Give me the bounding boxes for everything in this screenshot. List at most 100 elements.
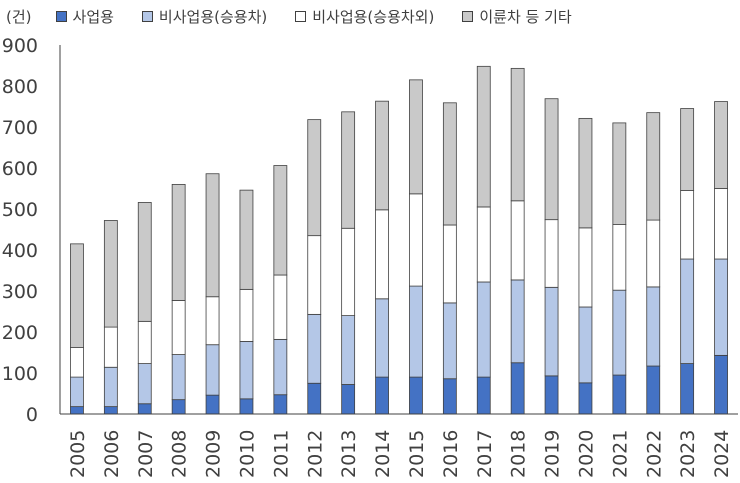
legend-label-nonbusiness-other: 비사업용(승용차외) — [312, 8, 435, 26]
bar-segment-2009-s3 — [205, 173, 220, 298]
legend-swatch-business — [55, 11, 67, 22]
bar-segment-2007-s2 — [137, 320, 152, 364]
legend-swatch-nonbusiness-other — [295, 11, 307, 22]
legend-label-nonbusiness-car: 비사업용(승용차) — [158, 8, 268, 26]
bar-segment-2023-s2 — [680, 190, 695, 260]
x-tick-label: 2012 — [304, 430, 326, 478]
bar-segment-2023-s1 — [680, 258, 695, 364]
bar-segment-2021-s1 — [612, 289, 627, 376]
bar-segment-2009-s1 — [205, 344, 220, 396]
bar-segment-2008-s1 — [171, 354, 186, 401]
y-tick-label: 900 — [2, 35, 38, 57]
bar-segment-2017-s0 — [476, 376, 491, 415]
y-tick-label: 400 — [2, 240, 38, 262]
bar-segment-2016-s3 — [442, 102, 457, 226]
bar-segment-2024-s3 — [714, 101, 728, 189]
x-tick-label: 2019 — [542, 430, 564, 478]
x-tick-label: 2010 — [236, 430, 258, 478]
bar-segment-2019-s0 — [544, 375, 559, 415]
y-tick-label: 700 — [2, 117, 38, 139]
bar-segment-2015-s2 — [409, 193, 423, 287]
bar-segment-2007-s3 — [137, 202, 152, 322]
bar-segment-2015-s0 — [409, 376, 423, 415]
bar-segment-2024-s2 — [714, 188, 728, 260]
bar-segment-2005-s0 — [70, 406, 84, 415]
bar-segment-2011-s3 — [273, 165, 288, 276]
y-tick-label: 0 — [26, 404, 38, 426]
bar-segment-2017-s2 — [476, 206, 491, 283]
bar-segment-2007-s0 — [137, 403, 152, 415]
bar-segment-2010-s0 — [239, 398, 254, 415]
bar-segment-2020-s0 — [578, 382, 593, 415]
bar-segment-2012-s1 — [307, 313, 322, 384]
legend-item-nonbusiness-car: 비사업용(승용차) — [141, 6, 268, 27]
bar-segment-2023-s0 — [680, 363, 695, 415]
bar-segment-2006-s0 — [103, 406, 118, 415]
bar-segment-2020-s3 — [578, 117, 593, 229]
bar-segment-2022-s0 — [646, 365, 661, 415]
unit-label: (건) — [6, 8, 32, 26]
legend-item-motorcycle-etc: 이륜차 등 기타 — [462, 6, 572, 27]
bar-segment-2010-s2 — [239, 288, 254, 342]
bar-segment-2011-s2 — [273, 274, 288, 340]
y-tick-label: 500 — [2, 199, 38, 221]
y-tick-label: 200 — [2, 322, 38, 344]
x-tick-label: 2023 — [677, 430, 699, 478]
bar-segment-2010-s3 — [239, 189, 254, 290]
bar-segment-2016-s0 — [442, 378, 457, 415]
x-tick-label: 2013 — [338, 430, 360, 478]
bar-segment-2006-s3 — [103, 220, 118, 328]
bar-segment-2006-s2 — [103, 326, 118, 368]
bar-segment-2007-s1 — [137, 363, 152, 405]
bar-segment-2022-s3 — [646, 112, 661, 221]
bar-segment-2018-s2 — [510, 200, 525, 281]
x-tick-label: 2008 — [169, 430, 191, 478]
bar-segment-2019-s2 — [544, 219, 559, 288]
x-tick-label: 2015 — [406, 430, 428, 478]
bar-segment-2014-s1 — [375, 298, 389, 378]
bar-segment-2016-s2 — [442, 224, 457, 304]
bar-segment-2015-s1 — [409, 285, 423, 378]
bar-segment-2024-s1 — [714, 258, 728, 356]
bar-segment-2017-s3 — [476, 65, 491, 208]
legend-item-business: 사업용 — [55, 6, 114, 27]
bar-segment-2008-s0 — [171, 399, 186, 415]
y-tick-label: 300 — [2, 281, 38, 303]
bar-segment-2013-s3 — [341, 111, 356, 229]
bar-segment-2009-s2 — [205, 296, 220, 346]
bar-segment-2013-s0 — [341, 384, 356, 415]
x-tick-label: 2009 — [203, 430, 225, 478]
bar-segment-2005-s1 — [70, 376, 84, 408]
bar-segment-2006-s1 — [103, 366, 118, 408]
bar-segment-2014-s2 — [375, 209, 389, 300]
bar-segment-2018-s0 — [510, 362, 525, 415]
bar-segment-2010-s1 — [239, 341, 254, 400]
x-tick-label: 2017 — [474, 430, 496, 478]
legend-label-business: 사업용 — [72, 8, 114, 26]
bar-segment-2019-s3 — [544, 98, 559, 221]
legend: (건) 사업용 비사업용(승용차) 비사업용(승용차외) 이륜차 등 기타 — [6, 6, 600, 27]
bar-segment-2022-s1 — [646, 286, 661, 367]
x-tick-label: 2014 — [372, 430, 394, 478]
bar-segment-2015-s3 — [409, 79, 423, 195]
bar-segment-2011-s1 — [273, 338, 288, 396]
bar-segment-2008-s2 — [171, 300, 186, 355]
bar-segment-2005-s3 — [70, 243, 84, 348]
bar-segment-2018-s1 — [510, 279, 525, 364]
bar-segment-2016-s1 — [442, 302, 457, 380]
x-tick-label: 2011 — [270, 430, 292, 478]
bar-segment-2013-s1 — [341, 315, 356, 385]
bar-segment-2013-s2 — [341, 227, 356, 317]
x-tick-label: 2007 — [135, 430, 157, 478]
bar-segment-2014-s3 — [375, 100, 389, 211]
bar-segment-2019-s1 — [544, 286, 559, 377]
bar-segment-2009-s0 — [205, 394, 220, 415]
y-tick-label: 800 — [2, 76, 38, 98]
bar-segment-2022-s2 — [646, 219, 661, 288]
y-tick-label: 600 — [2, 158, 38, 180]
bar-segment-2012-s2 — [307, 235, 322, 315]
bar-segment-2012-s0 — [307, 382, 322, 415]
x-tick-label: 2006 — [101, 430, 123, 478]
legend-item-nonbusiness-other: 비사업용(승용차외) — [295, 6, 434, 27]
x-tick-label: 2024 — [711, 430, 733, 478]
